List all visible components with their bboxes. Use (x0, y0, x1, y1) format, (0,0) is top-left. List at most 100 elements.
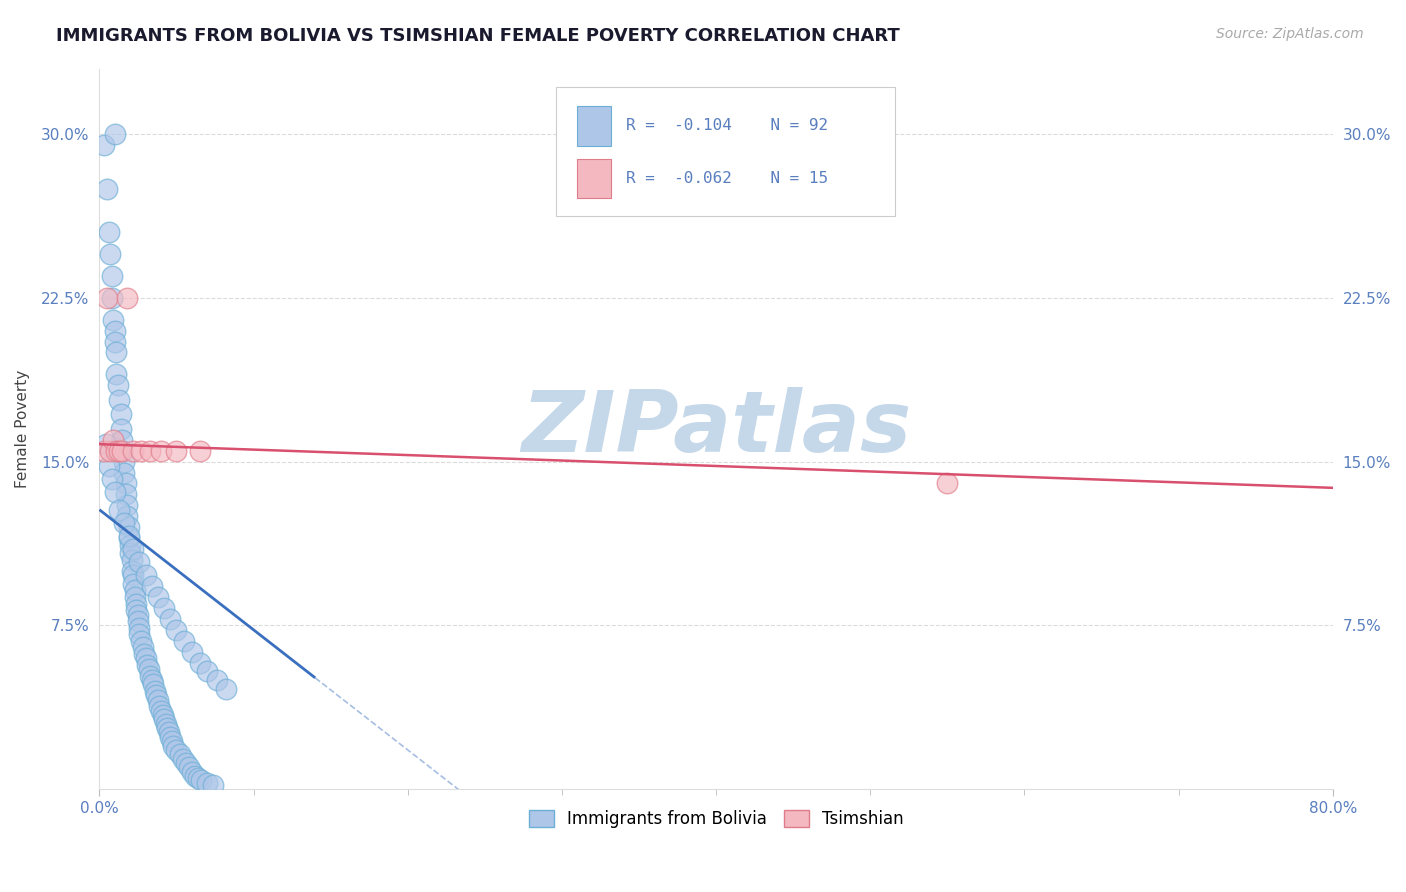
FancyBboxPatch shape (576, 159, 612, 198)
Point (105, 345, 128, 359)
Point (93, 443, 115, 458)
Point (105, 368, 128, 382)
Point (117, 531, 139, 545)
Point (215, 681, 238, 696)
Point (120, 546, 142, 560)
Point (122, 443, 145, 458)
Point (165, 443, 187, 458)
Point (172, 751, 194, 765)
Point (165, 743, 187, 757)
Point (125, 603, 148, 617)
Point (150, 443, 173, 458)
Point (142, 677, 165, 691)
Point (98, 443, 121, 458)
Point (141, 673, 163, 687)
Text: Source: ZipAtlas.com: Source: ZipAtlas.com (1216, 27, 1364, 41)
Point (128, 621, 150, 635)
Point (115, 498, 138, 512)
Point (141, 579, 163, 593)
Point (100, 472, 122, 486)
Point (93, 138, 115, 153)
Point (117, 529, 139, 543)
Point (122, 577, 145, 591)
FancyBboxPatch shape (576, 106, 612, 145)
Point (107, 378, 129, 392)
Point (129, 443, 152, 458)
Point (127, 614, 149, 628)
Point (112, 466, 135, 480)
Point (127, 607, 149, 622)
Point (120, 538, 142, 552)
Point (145, 688, 167, 702)
Y-axis label: Female Poverty: Female Poverty (15, 370, 30, 488)
Point (135, 568, 157, 582)
Point (132, 647, 155, 661)
Point (108, 502, 131, 516)
Point (124, 590, 146, 604)
Point (98, 247, 121, 261)
Point (156, 721, 179, 735)
Point (100, 268, 122, 283)
Point (128, 555, 150, 569)
Point (97, 225, 120, 239)
Point (190, 773, 212, 788)
Legend: Immigrants from Bolivia, Tsimshian: Immigrants from Bolivia, Tsimshian (522, 804, 910, 835)
Point (159, 730, 181, 744)
Point (177, 760, 200, 774)
Point (136, 657, 159, 672)
Point (152, 708, 174, 723)
Text: ZIPatlas: ZIPatlas (522, 387, 911, 470)
Point (125, 597, 148, 611)
Point (122, 541, 145, 556)
Point (96, 181, 118, 195)
Point (122, 568, 145, 582)
Point (180, 645, 202, 659)
Point (155, 716, 177, 731)
Point (124, 583, 146, 598)
Point (131, 640, 153, 655)
Point (121, 553, 143, 567)
Point (111, 443, 134, 458)
Point (111, 433, 134, 447)
Point (139, 443, 162, 458)
Point (160, 734, 183, 748)
Point (162, 739, 184, 753)
Point (104, 127, 127, 141)
Point (187, 772, 209, 786)
Point (184, 769, 207, 783)
Point (148, 699, 170, 714)
Point (96, 291, 118, 305)
Point (114, 487, 136, 501)
Point (173, 633, 195, 648)
Point (150, 704, 173, 718)
Point (108, 443, 131, 458)
Point (97, 458, 120, 473)
Point (159, 612, 181, 626)
Point (104, 334, 127, 349)
Point (112, 455, 135, 469)
Point (114, 476, 136, 491)
Point (188, 443, 211, 458)
Point (105, 443, 128, 458)
FancyBboxPatch shape (555, 87, 894, 216)
Point (103, 433, 125, 447)
Point (103, 312, 125, 326)
Text: R =  -0.062    N = 15: R = -0.062 N = 15 (626, 171, 828, 186)
Point (205, 673, 228, 687)
Point (112, 516, 135, 530)
Point (153, 712, 176, 726)
Point (157, 725, 180, 739)
Point (111, 443, 134, 458)
Point (104, 485, 127, 500)
Point (188, 656, 211, 670)
Point (195, 775, 218, 789)
Point (138, 662, 160, 676)
Point (143, 684, 166, 698)
Point (100, 291, 122, 305)
Point (129, 633, 152, 648)
Point (139, 668, 162, 682)
Point (936, 476, 959, 491)
Point (128, 627, 150, 641)
Point (195, 665, 218, 679)
Text: IMMIGRANTS FROM BOLIVIA VS TSIMSHIAN FEMALE POVERTY CORRELATION CHART: IMMIGRANTS FROM BOLIVIA VS TSIMSHIAN FEM… (56, 27, 900, 45)
